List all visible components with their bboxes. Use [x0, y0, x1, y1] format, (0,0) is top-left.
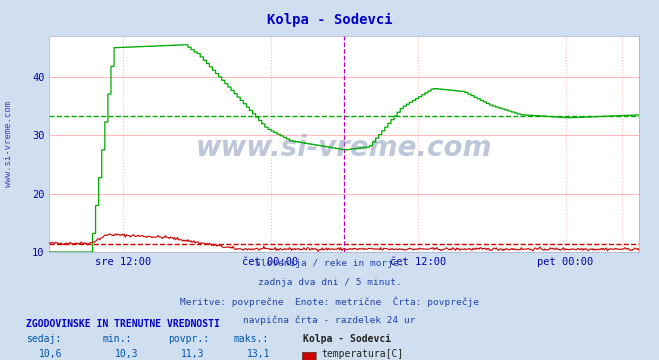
Text: navpična črta - razdelek 24 ur: navpična črta - razdelek 24 ur — [243, 315, 416, 325]
Text: 13,1: 13,1 — [246, 349, 270, 359]
Text: zadnja dva dni / 5 minut.: zadnja dva dni / 5 minut. — [258, 278, 401, 287]
Text: ZGODOVINSKE IN TRENUTNE VREDNOSTI: ZGODOVINSKE IN TRENUTNE VREDNOSTI — [26, 319, 220, 329]
Text: maks.:: maks.: — [234, 334, 269, 344]
Text: 10,6: 10,6 — [39, 349, 63, 359]
Text: Kolpa - Sodevci: Kolpa - Sodevci — [267, 13, 392, 27]
Text: 11,3: 11,3 — [181, 349, 204, 359]
Text: povpr.:: povpr.: — [168, 334, 209, 344]
Text: Slovenija / reke in morje.: Slovenija / reke in morje. — [255, 259, 404, 268]
Text: Kolpa - Sodevci: Kolpa - Sodevci — [303, 334, 391, 344]
Text: sedaj:: sedaj: — [26, 334, 61, 344]
Text: temperatura[C]: temperatura[C] — [322, 349, 404, 359]
Text: www.si-vreme.com: www.si-vreme.com — [4, 101, 13, 187]
Text: Meritve: povprečne  Enote: metrične  Črta: povprečje: Meritve: povprečne Enote: metrične Črta:… — [180, 297, 479, 307]
Text: min.:: min.: — [102, 334, 132, 344]
Text: www.si-vreme.com: www.si-vreme.com — [196, 134, 492, 162]
Text: 10,3: 10,3 — [115, 349, 138, 359]
